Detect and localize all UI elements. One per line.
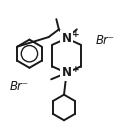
Text: +: + <box>72 30 80 39</box>
Text: N: N <box>62 32 72 45</box>
Text: Br⁻: Br⁻ <box>10 80 29 93</box>
Text: Br⁻: Br⁻ <box>95 34 115 47</box>
Text: N: N <box>62 66 72 79</box>
Text: +: + <box>72 65 80 74</box>
